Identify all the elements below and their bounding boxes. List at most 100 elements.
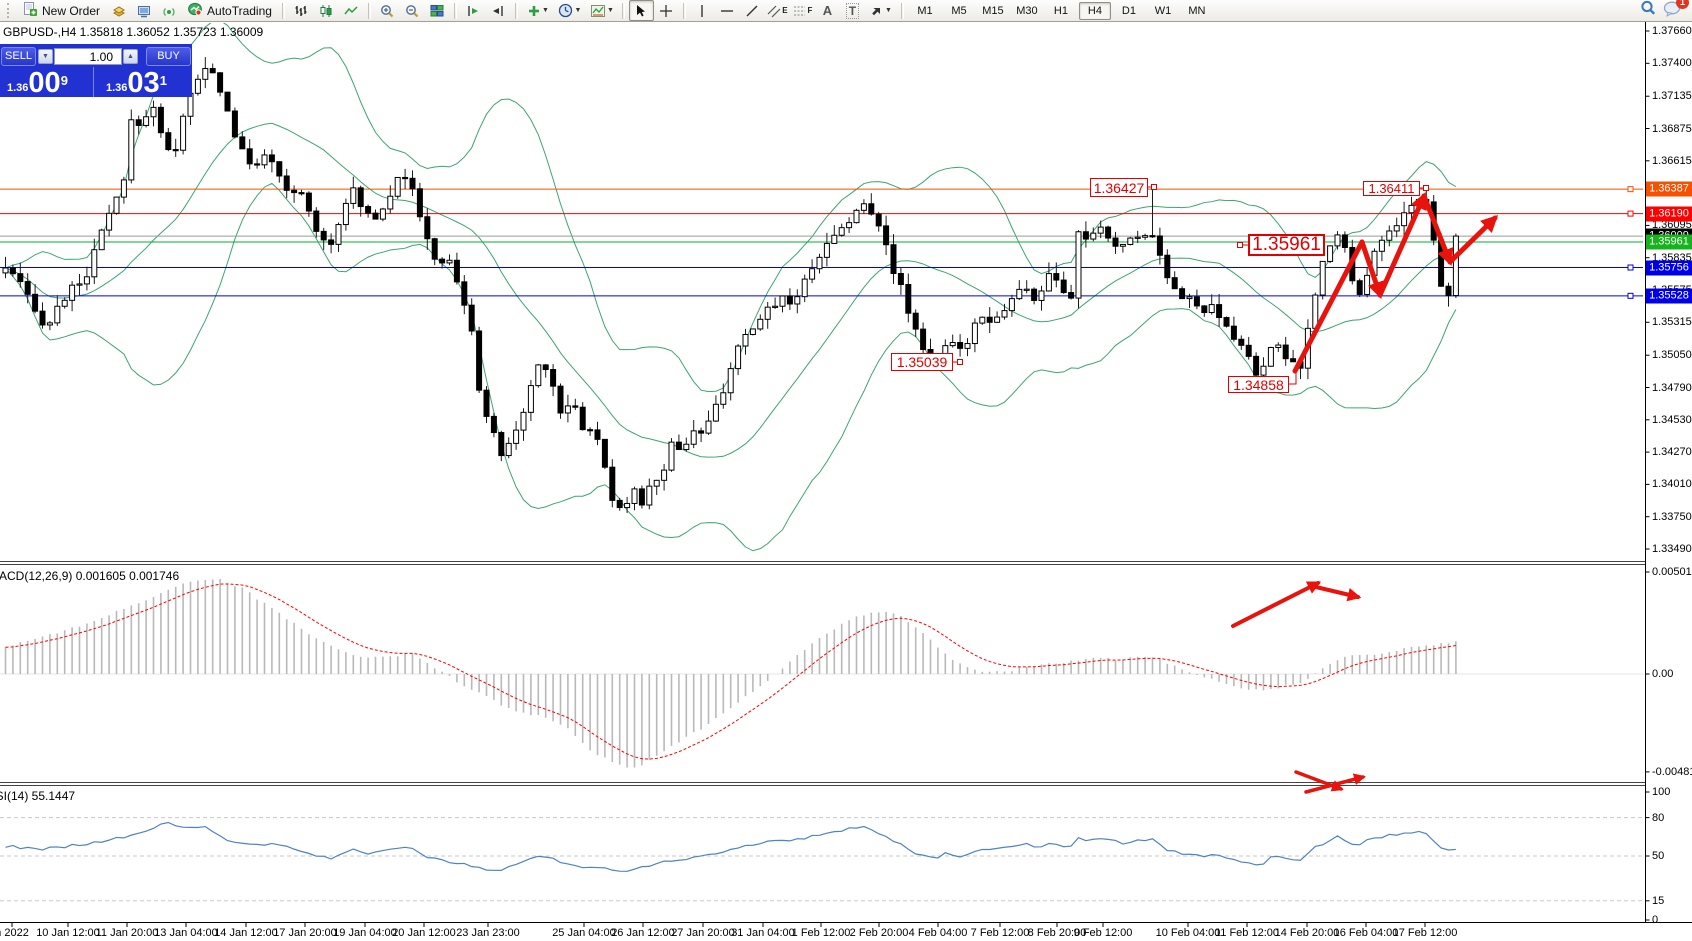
- trend-arrow-rsi[interactable]: [1294, 770, 1344, 792]
- vertical-line-tool[interactable]: [690, 0, 715, 21]
- horizontal-line-tool[interactable]: [715, 0, 740, 21]
- text-label-tool[interactable]: T: [840, 0, 865, 21]
- rsi-line: [5, 821, 1456, 872]
- rsi-axis-tick-label: 50: [1652, 850, 1665, 862]
- chevron-down-icon: ▼: [541, 7, 549, 14]
- trendline-tool[interactable]: [740, 0, 765, 21]
- time-axis-label: 10 Feb 04:00: [1155, 927, 1221, 939]
- time-axis-label: 31 Jan 04:00: [731, 927, 795, 939]
- trend-arrow-main[interactable]: [1377, 192, 1427, 298]
- toolbar-separator: [621, 2, 625, 19]
- rsi-axis-tick-label: 0: [1652, 914, 1659, 926]
- text-tool[interactable]: A: [815, 0, 840, 21]
- price-axis-tick-label: 1.34530: [1652, 413, 1692, 426]
- toolbar-grip[interactable]: [7, 3, 12, 18]
- rsi-axis-tick-label: 15: [1652, 894, 1665, 907]
- chevron-down-icon: ▼: [606, 7, 614, 14]
- toolbar-separator: [682, 2, 686, 19]
- time-axis-label: 10 Jan 12:00: [36, 927, 100, 939]
- buy-button[interactable]: BUY: [146, 47, 191, 66]
- annotation-price-label[interactable]: 1.36411: [1363, 181, 1420, 196]
- trend-arrow-rsi[interactable]: [1304, 773, 1366, 794]
- timeframe-button-W1[interactable]: W1: [1154, 4, 1172, 17]
- price-line-handle[interactable]: [1627, 210, 1634, 217]
- time-axis-label: 23 Jan 23:00: [456, 927, 520, 939]
- timeframe-button-H4[interactable]: H4: [1078, 1, 1111, 20]
- zoom-out-icon[interactable]: [400, 0, 425, 21]
- price-axis-tick-label: 1.34270: [1652, 446, 1692, 459]
- price-level-lines: [0, 186, 1643, 299]
- trend-arrow-macd[interactable]: [1231, 581, 1322, 628]
- annotation-price-label[interactable]: 1.34858: [1228, 376, 1289, 393]
- line-chart-mode-icon[interactable]: [339, 0, 364, 21]
- rsi-panel-plot: [0, 817, 1643, 902]
- price-line-handle[interactable]: [1627, 292, 1634, 299]
- sell-button[interactable]: SELL: [1, 47, 36, 66]
- search-icon[interactable]: [1639, 0, 1657, 22]
- annotation-price-label[interactable]: 1.36427: [1090, 178, 1148, 197]
- price-axis-tick-label: 1.36615: [1652, 154, 1692, 167]
- notifications-chat-icon[interactable]: 1: [1663, 0, 1689, 22]
- tile-windows-icon[interactable]: [425, 0, 450, 21]
- auto-scroll-icon[interactable]: [461, 0, 486, 21]
- chart-shift-icon[interactable]: [486, 0, 511, 21]
- arrows-tool[interactable]: ▼: [865, 0, 897, 21]
- fibonacci-tool-letter: F: [807, 6, 813, 15]
- candlestick-series: [2, 57, 1459, 513]
- volume-input[interactable]: [54, 48, 122, 65]
- trend-arrow-main[interactable]: [1292, 239, 1365, 374]
- cursor-tool[interactable]: [628, 0, 654, 21]
- price-line-handle[interactable]: [1627, 186, 1634, 193]
- timeframe-button-H1[interactable]: H1: [1053, 4, 1068, 17]
- annotation-price-label[interactable]: 1.35039: [891, 353, 953, 371]
- trend-arrow-main[interactable]: [1359, 239, 1384, 300]
- volume-decrease-spinner[interactable]: ▼: [38, 49, 53, 64]
- timeframe-bar: M1 M5 M15 M30 H1 H4 D1 W1 MN: [908, 1, 1214, 20]
- trend-arrow-main[interactable]: [1421, 193, 1454, 266]
- bar-chart-mode-icon[interactable]: [289, 0, 314, 21]
- channel-tool-letter: E: [782, 6, 788, 15]
- price-axis-badge: 1.36190: [1646, 206, 1692, 222]
- periods-menu-button[interactable]: ▼: [554, 0, 586, 21]
- time-axis-label: 19 Jan 04:00: [333, 927, 397, 939]
- timeframe-button-M15[interactable]: M15: [982, 4, 1004, 17]
- templates-menu-button[interactable]: ▼: [586, 0, 618, 21]
- annotation-price-label[interactable]: 1.35961: [1248, 234, 1325, 256]
- timeframe-button-M1[interactable]: M1: [917, 4, 933, 17]
- sell-price-big-digits: 00: [28, 67, 61, 98]
- price-line-handle[interactable]: [1627, 264, 1634, 271]
- macd-panel-plot: [0, 579, 1643, 768]
- timeframe-button-M5[interactable]: M5: [951, 4, 967, 17]
- gold-widget-icon[interactable]: [106, 0, 131, 21]
- crosshair-tool[interactable]: [654, 0, 679, 21]
- timeframe-button-D1[interactable]: D1: [1121, 4, 1136, 17]
- fibonacci-tool[interactable]: F: [790, 0, 815, 21]
- buy-price-pip-digit: 1: [159, 73, 167, 88]
- new-order-button[interactable]: New Order: [16, 0, 106, 21]
- timeframe-button-M30[interactable]: M30: [1016, 4, 1038, 17]
- buy-price-prefix: 1.36: [106, 82, 128, 94]
- indicators-menu-button[interactable]: ▼: [522, 0, 554, 21]
- time-axis-label: 14 Feb 20:00: [1274, 927, 1340, 939]
- autotrading-button[interactable]: AutoTrading: [181, 0, 278, 21]
- toolbar-separator: [367, 2, 371, 19]
- zoom-in-icon[interactable]: [375, 0, 400, 21]
- sell-price-display[interactable]: 1.36 00 9: [0, 67, 94, 97]
- screen-share-icon[interactable]: [131, 0, 156, 21]
- time-axis-label: 17 Feb 12:00: [1392, 927, 1458, 939]
- buy-price-display[interactable]: 1.36 03 1: [94, 67, 192, 98]
- volume-increase-spinner[interactable]: ▲: [123, 49, 138, 64]
- symbol-ohlc-header: GBPUSD-,H4 1.35818 1.36052 1.35723 1.360…: [3, 25, 264, 39]
- timeframe-button-MN[interactable]: MN: [1188, 4, 1206, 17]
- time-axis-label: 17 Jan 20:00: [273, 927, 337, 939]
- chevron-down-icon: ▼: [574, 7, 582, 14]
- trend-arrow-main[interactable]: [1447, 215, 1499, 265]
- equidistant-channel-tool[interactable]: E: [765, 0, 790, 21]
- signal-broadcast-icon[interactable]: [156, 0, 181, 21]
- candlestick-mode-icon[interactable]: [314, 0, 339, 21]
- time-axis-label: 13 Jan 04:00: [154, 927, 218, 939]
- time-axis-label: 4 Feb 04:00: [908, 927, 968, 939]
- trend-arrow-macd[interactable]: [1314, 585, 1362, 602]
- time-axis-label: 27 Jan 20:00: [671, 927, 735, 939]
